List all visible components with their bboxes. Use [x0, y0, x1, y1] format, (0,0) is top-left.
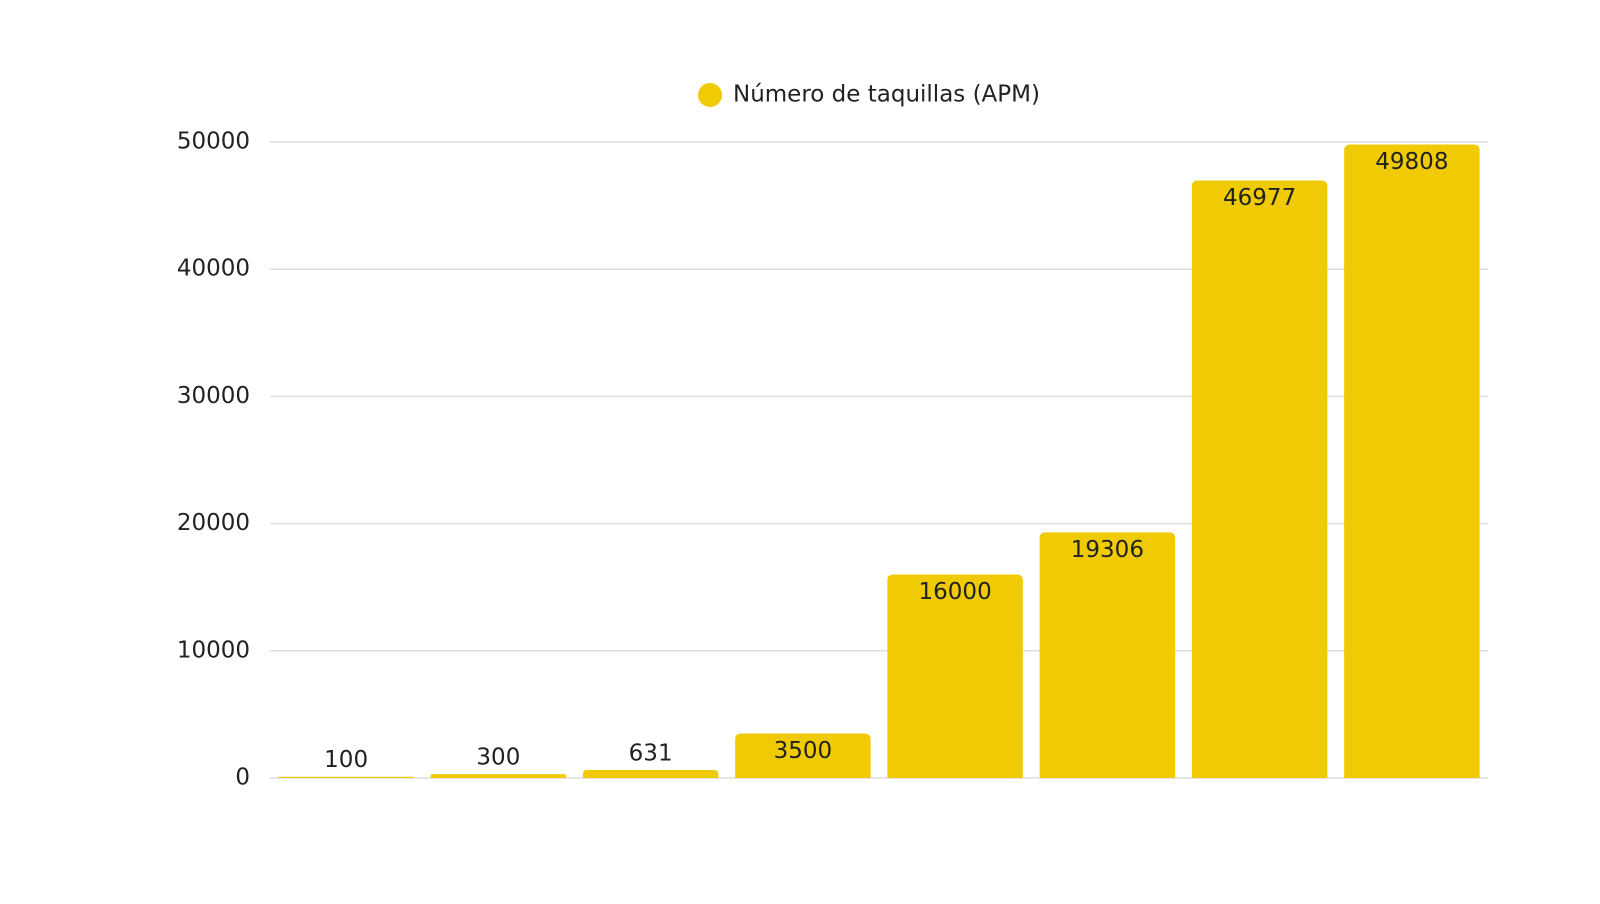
data-label: 49808	[1375, 149, 1448, 175]
y-tick-label: 0	[235, 765, 250, 791]
bar	[1191, 180, 1328, 778]
data-label: 3500	[774, 738, 833, 764]
data-label: 19306	[1071, 537, 1144, 563]
y-tick-label: 10000	[177, 637, 250, 663]
bar	[887, 574, 1023, 778]
bar	[430, 774, 567, 778]
data-label: 300	[476, 745, 520, 771]
bar	[735, 733, 871, 778]
data-label: 46977	[1223, 185, 1296, 211]
data-label: 631	[629, 740, 673, 766]
bar	[582, 769, 719, 778]
y-tick-label: 50000	[177, 129, 250, 155]
legend-swatch	[698, 83, 722, 107]
y-tick-label: 20000	[177, 510, 250, 536]
y-tick-label: 40000	[177, 256, 250, 282]
y-tick-label: 30000	[177, 383, 250, 409]
data-label: 100	[324, 747, 368, 773]
bar	[278, 776, 414, 778]
bar	[1039, 532, 1176, 778]
bar	[1344, 144, 1480, 778]
legend-label: Número de taquillas (APM)	[733, 82, 1040, 108]
data-label: 16000	[919, 579, 992, 605]
